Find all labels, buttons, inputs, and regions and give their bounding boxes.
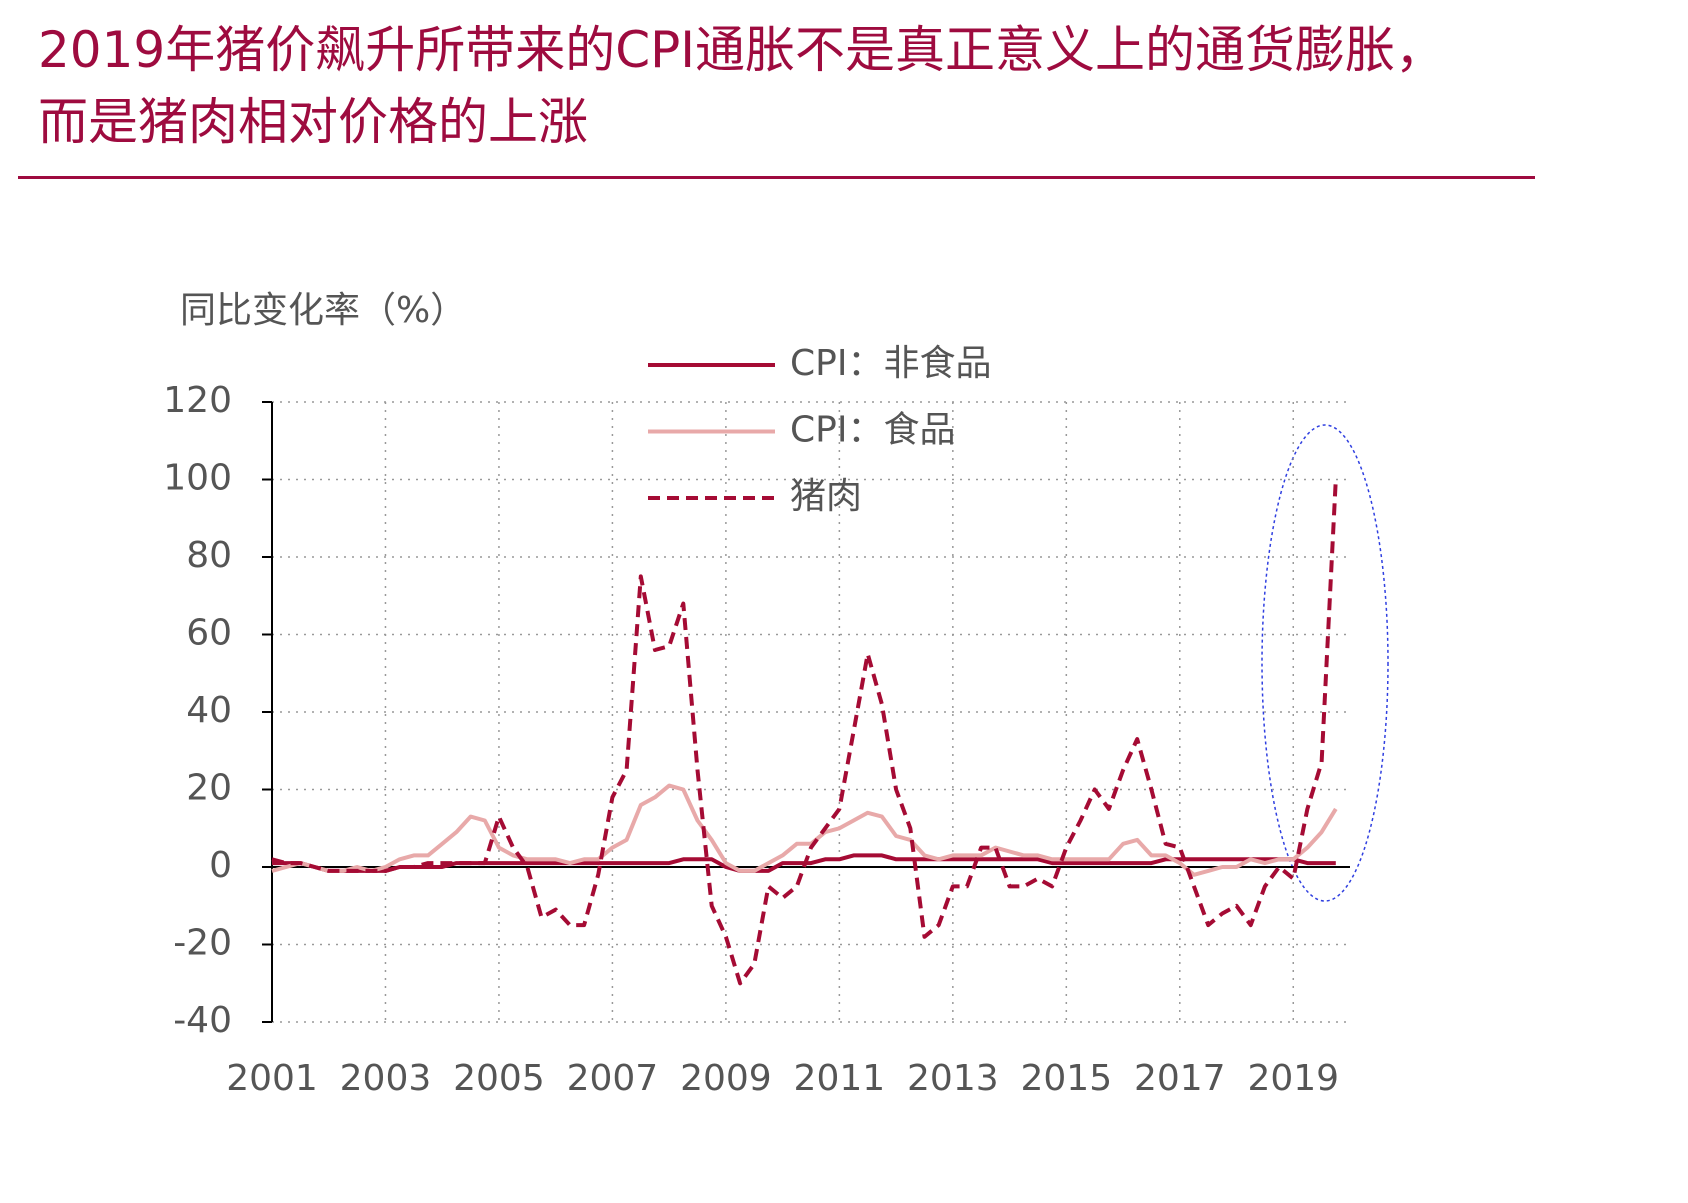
- x-tick-label: 2005: [453, 1058, 545, 1099]
- x-tick-label: 2007: [567, 1058, 659, 1099]
- y-axis-label: 同比变化率（%）: [180, 290, 466, 331]
- x-tick-label: 2019: [1247, 1058, 1339, 1099]
- y-tick-label: 120: [163, 380, 232, 421]
- legend-label: CPI：非食品: [790, 343, 991, 384]
- x-tick-label: 2001: [226, 1058, 318, 1099]
- y-tick-label: 60: [186, 613, 232, 654]
- x-tick-label: 2003: [340, 1058, 432, 1099]
- series-line: [271, 783, 1338, 877]
- y-tick-label: 0: [209, 845, 232, 886]
- x-tick-label: 2017: [1134, 1058, 1226, 1099]
- series-line: [271, 479, 1338, 986]
- title-rule: [18, 176, 1535, 179]
- y-tick-label: 40: [186, 690, 232, 731]
- legend-label: 猪肉: [790, 476, 862, 517]
- y-tick-label: -20: [173, 923, 232, 964]
- x-tick-label: 2011: [794, 1058, 886, 1099]
- y-tick-label: 80: [186, 535, 232, 576]
- legend-label: CPI：食品: [790, 410, 955, 451]
- x-tick-label: 2013: [907, 1058, 999, 1099]
- y-tick-label: 100: [163, 458, 232, 499]
- highlight-ellipse: [1261, 424, 1389, 902]
- title: 2019年猪价飙升所带来的CPI通胀不是真正意义上的通货膨胀，而是猪肉相对价格的…: [38, 21, 1446, 151]
- x-tick-label: 2015: [1021, 1058, 1113, 1099]
- y-tick-label: -40: [173, 1000, 232, 1041]
- x-tick-label: 2009: [680, 1058, 772, 1099]
- y-tick-label: 20: [186, 768, 232, 809]
